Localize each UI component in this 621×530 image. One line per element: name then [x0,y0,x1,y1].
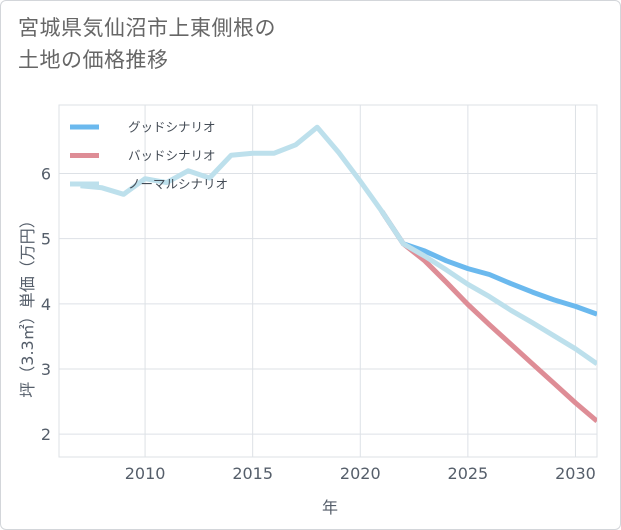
x-axis-label: 年 [322,498,338,517]
plot-area [58,104,598,458]
x-tick-label: 2020 [340,464,381,483]
legend-label-normal: ノーマルシナリオ [128,177,228,192]
x-tick-label: 2030 [555,464,596,483]
grid [58,104,598,458]
y-axis-label: 坪（3.3㎡）単価（万円） [18,212,37,397]
chart-title: 宮城県気仙沼市上東側根の 土地の価格推移 [18,16,276,72]
series-line-bad [379,209,597,424]
legend-label-bad: バッドシナリオ [128,148,216,163]
y-tick-label: 6 [41,164,51,183]
x-tick-label: 2025 [448,464,489,483]
y-tick-label: 5 [41,230,51,249]
y-tick-label: 3 [41,360,51,379]
x-tick-label: 2010 [125,464,166,483]
x-tick-label: 2015 [232,464,273,483]
series-line-normal [80,124,597,366]
x-tick-labels: 2010 2015 2020 2025 2030 [125,464,596,483]
legend-label-good: グッドシナリオ [128,120,216,135]
y-tick-label: 4 [41,295,51,314]
y-tick-label: 2 [41,425,51,444]
series-line-good [379,209,597,317]
series-lines [80,124,597,424]
y-tick-labels: 2 3 4 5 6 [41,164,51,444]
